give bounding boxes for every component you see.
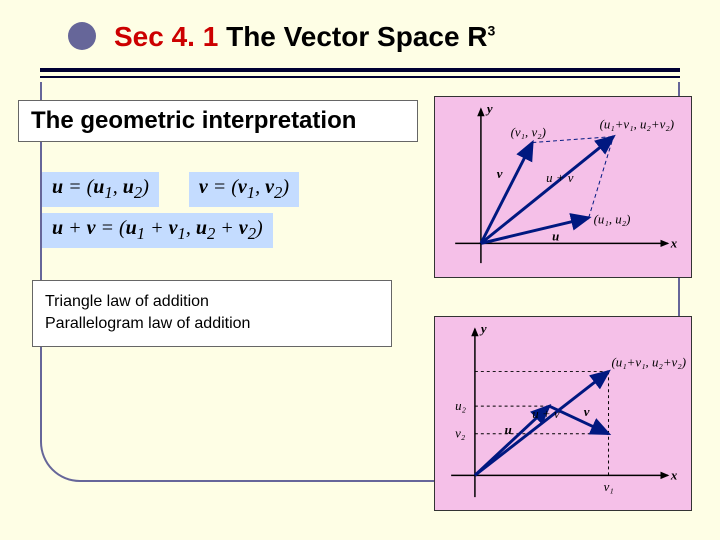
d2-u-label: u bbox=[505, 423, 512, 437]
bullet-icon bbox=[68, 22, 96, 50]
d2-x-label: x bbox=[670, 468, 678, 482]
d2-ptsum: (u₁+v₁, u₂+v₂) bbox=[611, 355, 686, 369]
d2-v2: v₂ bbox=[455, 427, 466, 441]
equations-area: u = (u1, u2) v = (v1, v2) u + v = (u1 + … bbox=[42, 172, 397, 254]
d2-u2: u₂ bbox=[455, 399, 466, 413]
d1-ptu: (u₁, u₂) bbox=[594, 213, 631, 227]
slide-title: Sec 4. 1 The Vector Space R3 bbox=[114, 21, 495, 53]
d2-v-label: v bbox=[584, 405, 590, 419]
title-underline bbox=[40, 68, 680, 78]
title-sec: Sec 4. 1 bbox=[114, 21, 218, 52]
eq-u: u = (u1, u2) bbox=[42, 172, 159, 207]
d1-upv-label: u + v bbox=[546, 171, 574, 185]
d1-x-label: x bbox=[670, 236, 678, 250]
law-parallelogram: Parallelogram law of addition bbox=[45, 313, 379, 335]
laws-box: Triangle law of addition Parallelogram l… bbox=[32, 280, 392, 347]
diagram-triangle: x y u v u + v v₁ v₂ u₂ (u₁+v₁, u₂+v₂) bbox=[434, 316, 692, 511]
subtitle-text: The geometric interpretation bbox=[31, 107, 356, 134]
subtitle-box: The geometric interpretation bbox=[18, 100, 418, 142]
law-triangle: Triangle law of addition bbox=[45, 291, 379, 313]
eq-sum: u + v = (u1 + v1, u2 + v2) bbox=[42, 213, 273, 248]
d1-v-label: v bbox=[497, 167, 503, 181]
eq-row-1: u = (u1, u2) v = (v1, v2) bbox=[42, 172, 397, 207]
d2-y-label: y bbox=[479, 322, 487, 336]
title-sup: 3 bbox=[488, 23, 496, 39]
d1-y-label: y bbox=[485, 102, 493, 116]
diagram-parallelogram: x y u v u + v (u₁, u₂) (v₁, v₂) (u₁+v₁, … bbox=[434, 96, 692, 278]
d1-u-label: u bbox=[552, 229, 559, 243]
d1-ptv: (v₁, v₂) bbox=[511, 126, 546, 140]
title-row: Sec 4. 1 The Vector Space R3 bbox=[68, 18, 690, 53]
d2-upv-label: u + v bbox=[532, 407, 560, 421]
eq-row-2: u + v = (u1 + v1, u2 + v2) bbox=[42, 213, 397, 248]
d1-ptsum: (u₁+v₁, u₂+v₂) bbox=[600, 118, 674, 132]
d2-v1: v₁ bbox=[604, 480, 614, 494]
title-rest: The Vector Space R bbox=[218, 21, 487, 52]
eq-v: v = (v1, v2) bbox=[189, 172, 299, 207]
